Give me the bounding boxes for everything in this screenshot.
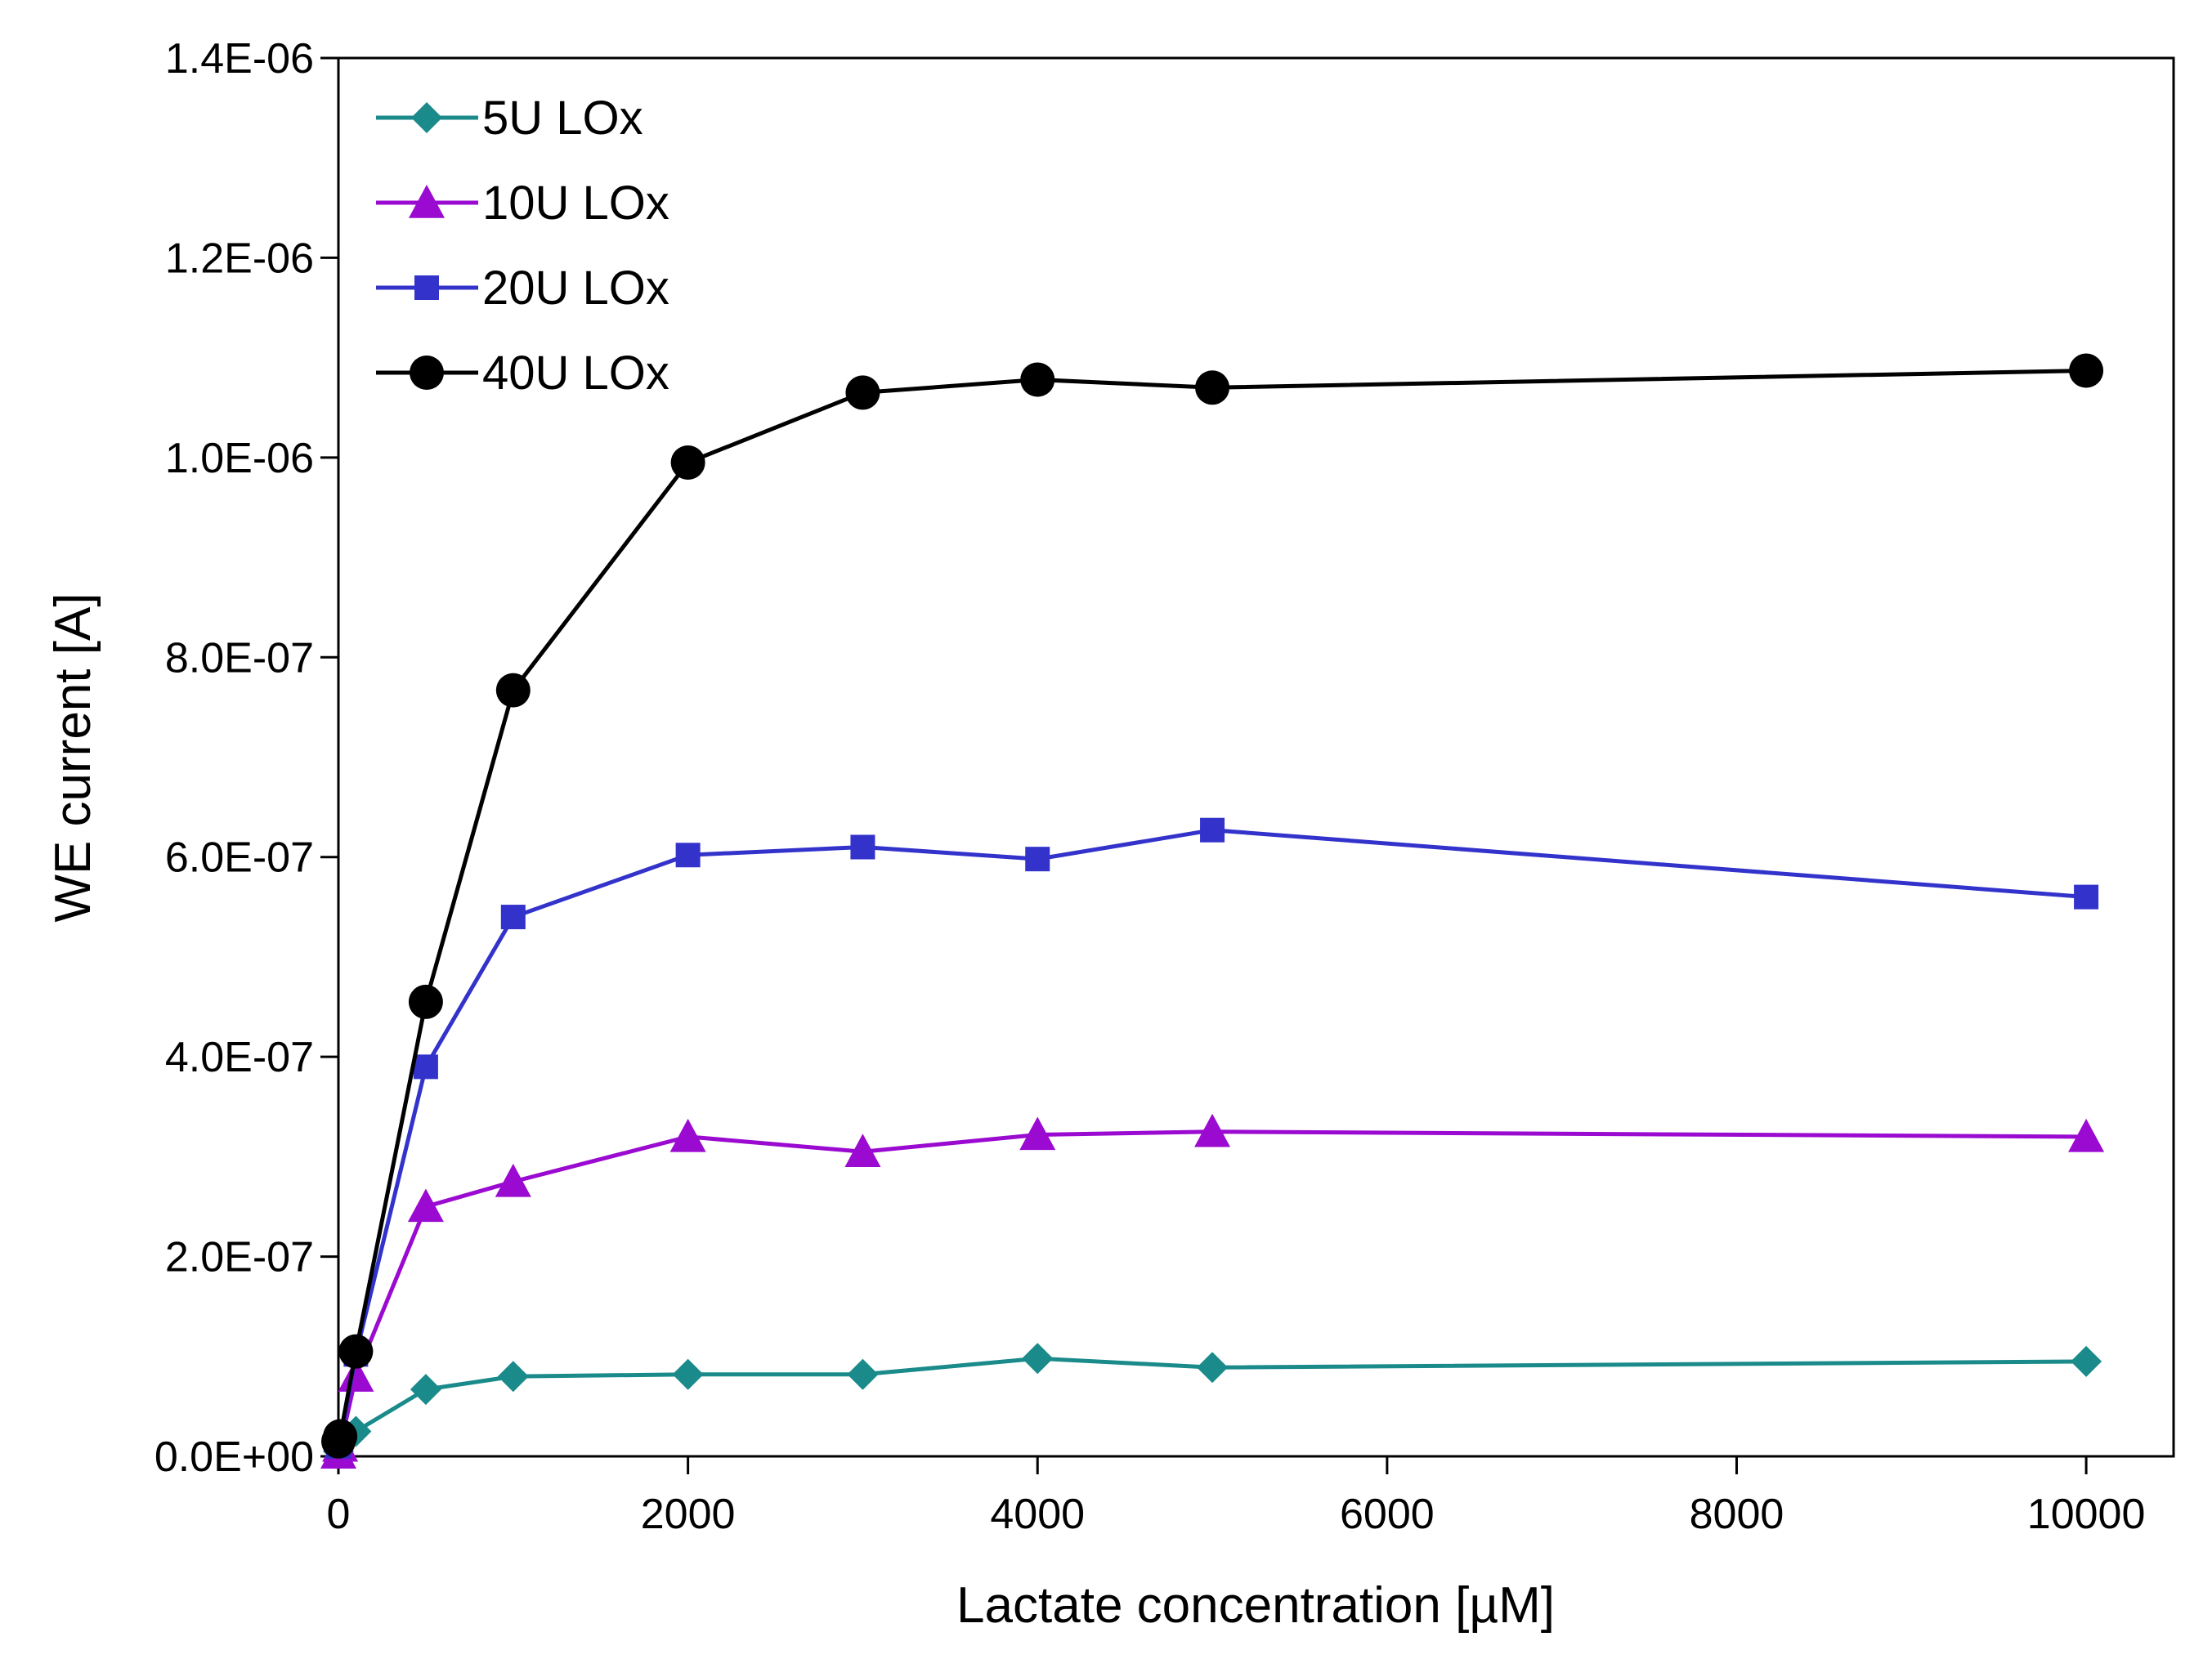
data-point	[844, 1134, 881, 1167]
data-point	[1022, 1343, 1054, 1375]
data-point	[1197, 1352, 1229, 1384]
data-point	[1025, 847, 1050, 872]
data-point	[495, 673, 531, 708]
data-point	[407, 1188, 444, 1223]
legend: 5U LOx 10U LOx 20U LOx 40U LOx	[376, 92, 669, 400]
data-point	[1200, 817, 1225, 843]
data-point	[1019, 1116, 1056, 1151]
y-axis-ticks: 0.0E+00 2.0E-07 4.0E-07 6.0E-07 8.0E-07 1.0E-…	[154, 35, 338, 1481]
data-point	[1195, 370, 1230, 405]
data-point	[669, 1118, 706, 1152]
data-point	[338, 1358, 374, 1392]
legend-marker	[411, 102, 442, 133]
data-point	[413, 1054, 438, 1080]
data-point	[847, 1358, 879, 1390]
legend-marker	[410, 356, 444, 390]
series-40u-lox	[321, 353, 2104, 1459]
data-point	[675, 843, 701, 868]
x-axis-ticks: 0 2000 4000 6000 8000 10000	[327, 1456, 2146, 1538]
data-point	[495, 1163, 531, 1197]
data-point	[850, 834, 875, 860]
x-tick-label: 0	[327, 1491, 351, 1538]
series-line	[336, 1129, 2087, 1454]
legend-marker	[414, 275, 439, 300]
legend-label: 10U LOx	[482, 177, 669, 230]
x-tick-label: 8000	[1690, 1491, 1784, 1538]
data-point	[672, 1358, 704, 1390]
legend-label: 5U LOx	[482, 92, 643, 145]
series-layer	[320, 353, 2105, 1469]
legend-marker	[409, 185, 445, 218]
y-tick-label: 1.0E-06	[165, 435, 314, 482]
data-point	[2068, 1118, 2105, 1152]
legend-item: 10U LOx	[376, 177, 669, 230]
data-point	[500, 905, 526, 930]
data-point	[408, 984, 443, 1019]
legend-item: 40U LOx	[376, 347, 669, 400]
legend-item: 20U LOx	[376, 262, 669, 315]
y-tick-label: 2.0E-07	[165, 1234, 314, 1281]
data-point	[845, 375, 880, 410]
y-tick-label: 6.0E-07	[165, 834, 314, 882]
legend-label: 40U LOx	[482, 347, 669, 400]
data-point	[2069, 353, 2104, 388]
x-tick-label: 10000	[2027, 1491, 2146, 1538]
data-point	[670, 445, 705, 480]
data-point	[497, 1361, 529, 1393]
y-tick-label: 8.0E-07	[165, 634, 314, 682]
data-point	[1020, 362, 1055, 397]
y-tick-label: 1.2E-06	[165, 235, 314, 282]
legend-label: 20U LOx	[482, 262, 669, 315]
y-tick-label: 4.0E-07	[165, 1034, 314, 1081]
data-point	[1194, 1113, 1231, 1147]
data-point	[2074, 884, 2099, 910]
y-axis-title: WE current [A]	[45, 593, 101, 922]
x-tick-label: 4000	[990, 1491, 1085, 1538]
data-point	[410, 1374, 441, 1406]
data-point	[338, 1334, 374, 1369]
legend-item: 5U LOx	[376, 92, 643, 145]
y-tick-label: 0.0E+00	[154, 1433, 314, 1481]
x-axis-title: Lactate concentration [µM]	[956, 1577, 1555, 1634]
data-point	[2071, 1345, 2102, 1377]
plot-area	[337, 56, 2175, 1458]
series-line	[336, 369, 2087, 1442]
x-tick-label: 2000	[641, 1491, 736, 1538]
data-point	[323, 1419, 358, 1454]
x-tick-label: 6000	[1340, 1491, 1435, 1538]
y-tick-label: 1.4E-06	[165, 35, 314, 83]
